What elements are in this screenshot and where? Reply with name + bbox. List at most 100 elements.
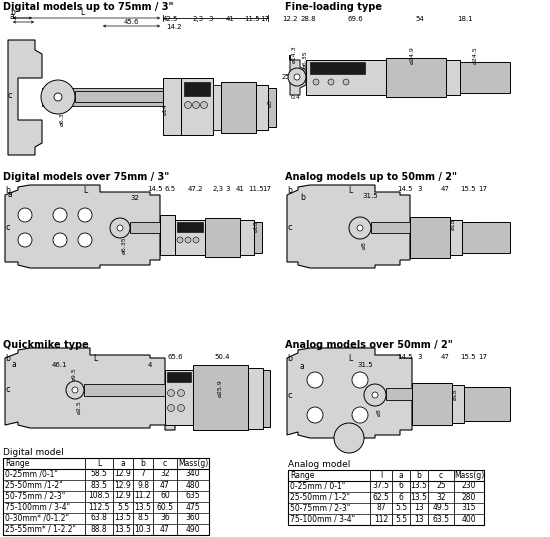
Bar	[464, 387, 510, 421]
Circle shape	[178, 404, 184, 411]
Text: 14.2: 14.2	[166, 24, 182, 30]
Text: 75-100mm / 3-4": 75-100mm / 3-4"	[290, 514, 355, 524]
Text: c: c	[439, 470, 443, 480]
Bar	[386, 58, 446, 97]
Text: Mass(g): Mass(g)	[178, 459, 208, 468]
Text: l: l	[380, 470, 382, 480]
Text: c: c	[287, 390, 292, 400]
Text: 9.8: 9.8	[137, 481, 149, 490]
Text: ø14.3: ø14.3	[292, 45, 297, 63]
Text: 25-50mm / 1-2": 25-50mm / 1-2"	[290, 492, 350, 502]
Text: 50-75mm / 2-3": 50-75mm / 2-3"	[5, 491, 65, 500]
Bar	[167, 372, 191, 382]
Text: 88.8: 88.8	[91, 525, 107, 533]
Circle shape	[78, 208, 92, 222]
Polygon shape	[287, 348, 412, 438]
Bar	[130, 222, 220, 233]
Circle shape	[357, 225, 363, 231]
Text: 12.2: 12.2	[282, 16, 298, 22]
Text: a: a	[8, 190, 13, 199]
Polygon shape	[287, 185, 410, 268]
Circle shape	[185, 237, 191, 243]
Bar	[248, 368, 263, 429]
Text: 475: 475	[186, 503, 200, 512]
Polygon shape	[5, 185, 160, 268]
Circle shape	[18, 233, 32, 247]
Text: 25: 25	[436, 482, 446, 490]
Text: b: b	[5, 354, 10, 363]
Circle shape	[177, 237, 183, 243]
Text: a: a	[10, 12, 15, 21]
Text: 13.5: 13.5	[135, 503, 151, 512]
Bar	[452, 385, 464, 423]
Circle shape	[41, 80, 75, 114]
Text: c: c	[163, 459, 167, 468]
Text: 28.8: 28.8	[300, 16, 316, 22]
Text: 10.3: 10.3	[135, 525, 151, 533]
Circle shape	[307, 372, 323, 388]
Circle shape	[352, 372, 368, 388]
Text: 69.6: 69.6	[347, 16, 363, 22]
Circle shape	[110, 218, 130, 238]
Bar	[160, 215, 175, 255]
Circle shape	[307, 407, 323, 423]
Text: 63.5: 63.5	[432, 514, 449, 524]
Text: 0-25mm /0-1": 0-25mm /0-1"	[5, 469, 58, 478]
Text: 4: 4	[148, 362, 152, 368]
Bar	[310, 62, 365, 74]
Text: 18.1: 18.1	[457, 16, 473, 22]
Text: b: b	[300, 193, 305, 202]
Text: 75-100mm / 3-4": 75-100mm / 3-4"	[5, 503, 70, 512]
Bar	[163, 78, 181, 135]
Text: Mass(g): Mass(g)	[454, 470, 484, 480]
Text: a: a	[299, 362, 304, 371]
Text: 230: 230	[462, 482, 476, 490]
Text: 0.4: 0.4	[291, 95, 301, 100]
Text: 49.5: 49.5	[432, 504, 449, 512]
Text: c: c	[8, 91, 13, 99]
Text: 58.5: 58.5	[91, 469, 107, 478]
Text: L: L	[83, 186, 87, 195]
Bar	[42, 88, 167, 106]
Text: 54: 54	[416, 16, 425, 22]
Circle shape	[352, 407, 368, 423]
Bar	[450, 220, 462, 255]
Text: ø2.5: ø2.5	[77, 400, 82, 414]
Text: 112: 112	[374, 514, 388, 524]
Text: 17: 17	[478, 186, 487, 192]
Text: 17: 17	[261, 16, 270, 22]
Text: 3: 3	[226, 186, 230, 192]
Circle shape	[18, 208, 32, 222]
Text: 47.2: 47.2	[187, 186, 203, 192]
Text: 13.5: 13.5	[410, 482, 427, 490]
Text: 47: 47	[441, 354, 449, 360]
Text: 87: 87	[376, 504, 386, 512]
Text: 340: 340	[186, 469, 200, 478]
Text: Digital models over 75mm / 3": Digital models over 75mm / 3"	[3, 172, 169, 182]
Text: 13: 13	[414, 504, 424, 512]
Bar	[213, 85, 221, 130]
Circle shape	[372, 392, 378, 398]
Circle shape	[54, 93, 62, 101]
Text: 8.5: 8.5	[137, 513, 149, 523]
Text: 12.9: 12.9	[114, 491, 131, 500]
Text: Analog model: Analog model	[288, 460, 350, 469]
Text: 32: 32	[436, 492, 446, 502]
Text: ø25.9: ø25.9	[217, 379, 223, 397]
Text: 3: 3	[418, 186, 422, 192]
Text: 315: 315	[462, 504, 476, 512]
Text: ø14: ø14	[162, 103, 168, 115]
Text: 13.5: 13.5	[114, 525, 131, 533]
Text: L: L	[80, 8, 84, 17]
Circle shape	[364, 384, 386, 406]
Text: b: b	[5, 186, 10, 195]
Text: 31.5: 31.5	[357, 362, 373, 368]
Text: 11.5: 11.5	[248, 186, 264, 192]
Bar	[268, 88, 276, 127]
Text: Digital model: Digital model	[3, 448, 64, 457]
Bar	[412, 383, 452, 425]
Circle shape	[78, 233, 92, 247]
Circle shape	[201, 101, 207, 108]
Text: L: L	[97, 459, 101, 468]
Text: a: a	[120, 459, 125, 468]
